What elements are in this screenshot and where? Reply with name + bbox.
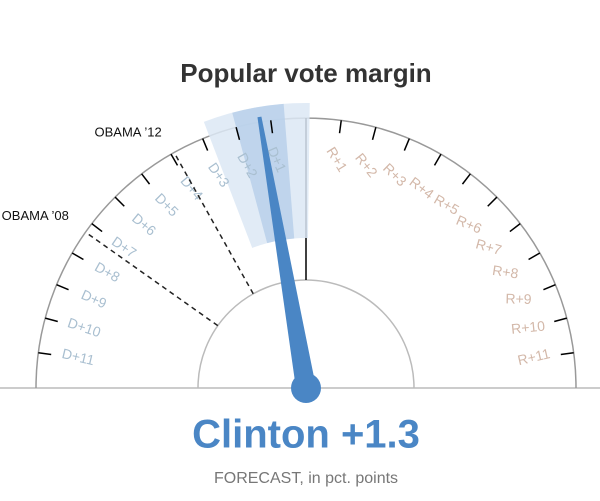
caption-bold: FORECAST xyxy=(214,470,301,487)
headline: Clinton +1.3 xyxy=(192,413,420,457)
chart-title: Popular vote margin xyxy=(180,58,431,88)
tick-mark xyxy=(461,173,471,185)
tick-mark xyxy=(554,317,567,323)
tick-mark xyxy=(56,283,69,291)
tick-mark xyxy=(170,153,179,166)
tick-label: R+11 xyxy=(516,345,552,368)
tick-label: D+6 xyxy=(129,210,159,239)
needle xyxy=(257,116,316,390)
tick-mark xyxy=(91,223,103,233)
tick-label: R+9 xyxy=(505,290,532,307)
tick-mark xyxy=(201,138,209,151)
tick-mark xyxy=(560,352,574,356)
gauge: D+11D+10D+9D+8D+7D+6D+5D+4D+3 D+2 D+1 R+1 R+… xyxy=(2,102,574,403)
tick-mark xyxy=(509,223,521,233)
tick-mark xyxy=(338,120,342,134)
tick-mark xyxy=(38,352,52,356)
tick-mark xyxy=(543,283,556,291)
tick-label: R+7 xyxy=(474,236,504,258)
marker-label: OBAMA ’08 xyxy=(2,208,69,223)
tick-label: D+9 xyxy=(79,286,110,311)
tick-label: R+4 xyxy=(407,174,438,203)
tick-mark xyxy=(114,196,125,207)
tick-mark xyxy=(71,252,84,261)
tick-mark xyxy=(487,196,498,207)
tick-label: R+3 xyxy=(380,160,410,190)
tick-label: R+5 xyxy=(431,191,462,218)
needle-hub xyxy=(291,373,321,403)
tick-label: R+10 xyxy=(510,318,546,337)
tick-label: R+2 xyxy=(352,150,381,181)
tick-mark xyxy=(433,153,442,166)
tick-mark xyxy=(371,127,377,140)
marker-label: OBAMA ’12 xyxy=(95,125,162,140)
marker-line xyxy=(173,152,254,295)
tick-mark xyxy=(403,138,411,151)
tick-label: D+7 xyxy=(109,233,140,261)
tick-label: R+1 xyxy=(323,144,350,175)
tick-mark xyxy=(235,127,241,140)
tick-label: D+11 xyxy=(60,345,96,368)
caption: FORECAST, in pct. points xyxy=(214,470,398,487)
tick-label: R+6 xyxy=(454,212,484,237)
tick-mark xyxy=(528,252,541,261)
tick-label: D+10 xyxy=(66,314,103,340)
marker-line xyxy=(85,231,219,327)
caption-rest: , in pct. points xyxy=(299,470,398,487)
tick-label: D+8 xyxy=(92,259,123,286)
tick-label: R+8 xyxy=(491,262,519,282)
tick-mark xyxy=(141,173,151,185)
tick-label: D+4 xyxy=(177,173,206,203)
tick-label: D+5 xyxy=(152,190,182,220)
tick-mark xyxy=(270,120,274,134)
tick-mark xyxy=(45,317,58,323)
